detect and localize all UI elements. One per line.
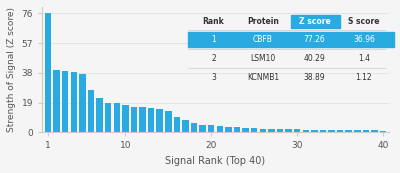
Bar (79, 74, 86, 133)
Bar (285, 129, 292, 133)
Bar (328, 130, 335, 133)
Bar (260, 129, 266, 133)
Bar (225, 127, 232, 133)
Bar (354, 130, 360, 133)
Bar (346, 130, 352, 133)
Bar (294, 130, 300, 133)
Bar (363, 130, 369, 133)
Bar (131, 107, 137, 133)
Bar (174, 117, 180, 133)
Y-axis label: Strength of Signal (Z score): Strength of Signal (Z score) (7, 7, 16, 132)
Bar (277, 129, 283, 133)
Bar (380, 130, 386, 133)
Bar (337, 130, 343, 133)
Bar (268, 129, 275, 133)
Bar (114, 103, 120, 133)
Bar (54, 70, 60, 133)
Bar (234, 128, 240, 133)
Bar (122, 105, 128, 133)
Bar (156, 109, 163, 133)
Bar (182, 120, 189, 133)
Bar (45, 13, 51, 133)
Bar (208, 125, 214, 133)
Bar (217, 126, 223, 133)
Bar (139, 107, 146, 133)
Bar (105, 103, 111, 133)
X-axis label: Signal Rank (Top 40): Signal Rank (Top 40) (166, 156, 266, 166)
Bar (88, 90, 94, 133)
Bar (242, 128, 249, 133)
Bar (96, 98, 103, 133)
Bar (311, 130, 318, 133)
Bar (191, 123, 197, 133)
Bar (70, 72, 77, 133)
Bar (62, 71, 68, 133)
Bar (148, 108, 154, 133)
Bar (251, 128, 258, 133)
Bar (200, 125, 206, 133)
Bar (371, 130, 378, 133)
Bar (320, 130, 326, 133)
Bar (165, 111, 172, 133)
Bar (302, 130, 309, 133)
